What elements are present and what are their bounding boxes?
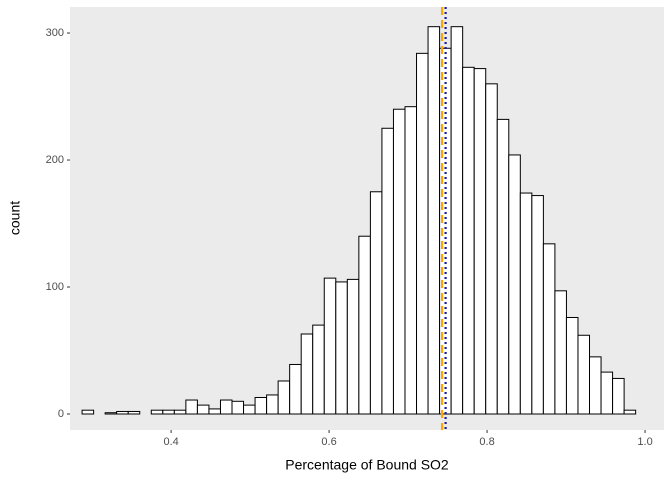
bar xyxy=(612,377,625,415)
bar xyxy=(150,409,164,415)
y-tick-label: 200 xyxy=(46,154,64,166)
bar xyxy=(450,26,464,415)
x-tick-label: 1.0 xyxy=(637,436,652,448)
bar xyxy=(127,410,141,415)
bar xyxy=(381,127,394,415)
bar xyxy=(565,316,579,415)
bar xyxy=(312,324,325,415)
bar xyxy=(531,195,544,415)
bar xyxy=(116,410,129,415)
bar xyxy=(219,399,233,415)
bar xyxy=(577,334,591,415)
bar xyxy=(323,277,337,415)
bar xyxy=(369,191,383,415)
bar xyxy=(300,333,314,415)
y-tick-label: 100 xyxy=(46,281,64,293)
bar xyxy=(623,409,637,415)
x-tick-label: 0.8 xyxy=(479,436,494,448)
y-tick-label: 0 xyxy=(58,408,64,420)
bar xyxy=(462,66,475,415)
bar xyxy=(231,400,245,415)
bar xyxy=(404,106,418,415)
bar xyxy=(554,290,567,415)
bar xyxy=(335,281,348,415)
bar xyxy=(392,108,406,415)
bar xyxy=(427,26,441,415)
bar xyxy=(173,409,187,415)
bar xyxy=(473,68,487,415)
bar xyxy=(346,278,360,415)
bar xyxy=(519,192,533,415)
bar xyxy=(496,118,510,415)
y-tick-label: 300 xyxy=(46,27,64,39)
bar xyxy=(81,409,95,415)
bar xyxy=(185,399,198,415)
bar xyxy=(162,409,175,415)
bar xyxy=(254,396,268,415)
bar xyxy=(589,356,602,415)
bar xyxy=(104,412,118,415)
x-axis-title: Percentage of Bound SO2 xyxy=(285,457,449,473)
bar xyxy=(508,154,521,415)
bar xyxy=(289,363,302,415)
bar xyxy=(358,235,371,415)
bar xyxy=(243,404,256,415)
bar xyxy=(196,404,210,415)
bar xyxy=(266,394,279,415)
bar xyxy=(208,408,221,415)
x-tick-label: 0.4 xyxy=(163,436,178,448)
bar xyxy=(542,243,556,415)
bar xyxy=(600,371,614,415)
x-tick-label: 0.6 xyxy=(321,436,336,448)
bar xyxy=(416,52,429,415)
bar xyxy=(485,83,498,415)
bar xyxy=(277,380,291,415)
y-axis-title: count xyxy=(7,201,23,235)
